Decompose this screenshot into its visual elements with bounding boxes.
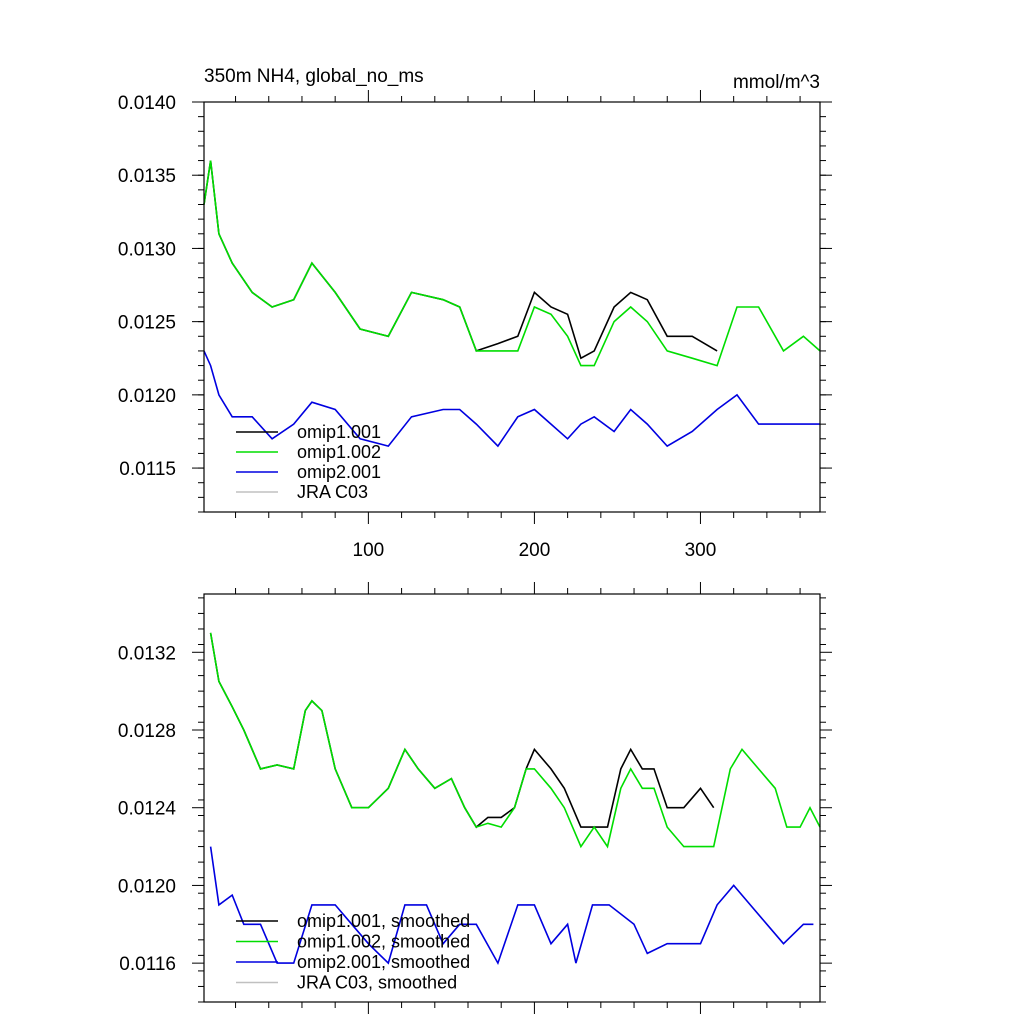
series-line-3 [203, 350, 820, 448]
y-tick-label: 0.0120 [118, 876, 176, 897]
y-tick-label: 0.0115 [119, 459, 176, 480]
y-tick-label: 0.0124 [118, 799, 177, 820]
y-tick-label: 0.0132 [118, 643, 176, 664]
y-tick-label: 0.0140 [118, 93, 176, 114]
legend-label: JRA C03 [297, 482, 368, 502]
legend-label: omip1.002, smoothed [297, 932, 470, 952]
y-tick-label: 0.0125 [118, 313, 176, 334]
top-panel: 350m NH4, global_no_ms mmol/m^3 100 200 30… [118, 66, 832, 561]
y-tick-label: 0.0120 [118, 386, 176, 407]
x-tick-label: 100 [353, 540, 385, 561]
x-tick-label: 200 [519, 540, 551, 561]
y-tick-label: 0.0128 [118, 721, 176, 742]
legend-label: omip2.001, smoothed [297, 952, 470, 972]
series-line-2 [209, 632, 821, 849]
y-tick-label: 0.0130 [118, 239, 176, 260]
y-tick-label: 0.0116 [119, 954, 176, 975]
series-line-1 [203, 160, 718, 360]
legend-label: omip1.001, smoothed [297, 911, 470, 931]
units-label: mmol/m^3 [733, 72, 820, 93]
chart-title: 350m NH4, global_no_ms [204, 66, 424, 87]
bottom-panel: 0.0132 0.0128 0.0124 0.0120 0.0116 omip1.001,… [118, 582, 832, 1014]
legend-label: omip1.002 [297, 442, 381, 462]
series-line-1 [209, 632, 715, 829]
legend-label: JRA C03, smoothed [297, 973, 457, 993]
y-tick-label: 0.0135 [118, 166, 176, 187]
legend-label: omip2.001 [297, 462, 381, 482]
plot-frame [203, 593, 821, 1003]
series-line-2 [203, 160, 821, 367]
series-line-3 [209, 846, 814, 966]
legend-label: omip1.001 [297, 422, 381, 442]
x-tick-label: 300 [685, 540, 717, 561]
